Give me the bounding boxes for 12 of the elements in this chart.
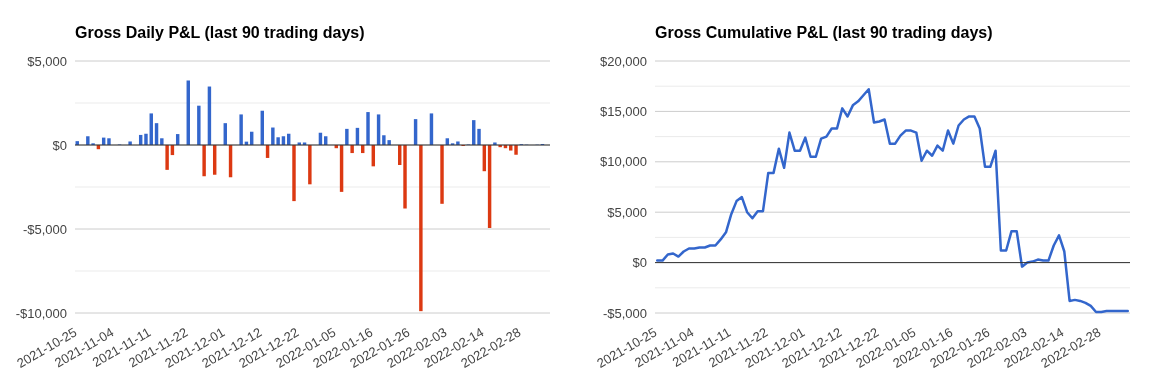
y-tick-label: $0 — [52, 137, 67, 153]
y-tick-label: -$10,000 — [15, 305, 67, 321]
chart-title: Gross Daily P&L (last 90 trading days) — [75, 24, 365, 41]
y-tick-label: -$5,000 — [602, 305, 647, 321]
y-tick-label: $15,000 — [600, 103, 647, 119]
y-tick-label: $10,000 — [600, 154, 647, 170]
chart-title: Gross Cumulative P&L (last 90 trading days) — [655, 24, 993, 41]
y-tick-label: $20,000 — [600, 53, 647, 69]
y-tick-label: $0 — [632, 255, 647, 271]
y-tick-label: $5,000 — [607, 204, 647, 220]
y-tick-label: $5,000 — [27, 53, 67, 69]
y-tick-label: -$5,000 — [22, 221, 67, 237]
